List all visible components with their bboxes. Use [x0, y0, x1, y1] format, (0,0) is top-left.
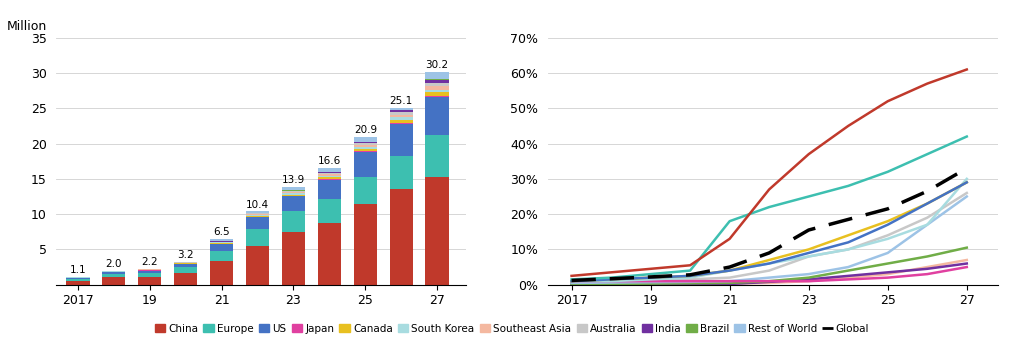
Bar [353, 147, 377, 149]
Bar [138, 271, 162, 273]
Bar [426, 80, 449, 83]
Bar [389, 112, 413, 115]
Bar [353, 145, 377, 147]
Bar [67, 281, 89, 285]
Text: 2.2: 2.2 [141, 257, 158, 268]
Bar [210, 244, 233, 251]
Bar [389, 122, 413, 124]
Bar [353, 143, 377, 145]
Bar [282, 197, 305, 211]
Bar [426, 96, 449, 97]
Bar [426, 79, 449, 80]
Bar [67, 278, 89, 279]
Bar [210, 243, 233, 244]
Bar [210, 261, 233, 285]
Bar [138, 273, 162, 276]
Bar [389, 189, 413, 285]
Bar [67, 279, 89, 281]
Bar [426, 72, 449, 79]
Legend: China, Europe, US, Japan, Canada, South Korea, Southeast Asia, Australia, India,: China, Europe, US, Japan, Canada, South … [151, 319, 873, 338]
Bar [353, 204, 377, 285]
Text: 20.9: 20.9 [353, 126, 377, 135]
Bar [174, 268, 198, 273]
Text: 16.6: 16.6 [317, 156, 341, 166]
Bar [317, 177, 341, 179]
Bar [317, 179, 341, 180]
Bar [317, 176, 341, 177]
Bar [174, 264, 198, 268]
Bar [282, 211, 305, 232]
Bar [317, 175, 341, 176]
Bar [282, 194, 305, 196]
Bar [317, 172, 341, 173]
Bar [317, 199, 341, 223]
Text: 13.9: 13.9 [282, 175, 305, 185]
Text: 2.0: 2.0 [105, 259, 122, 269]
Bar [102, 272, 126, 274]
Bar [174, 263, 198, 264]
Bar [210, 239, 233, 241]
Text: 30.2: 30.2 [426, 60, 449, 70]
Bar [138, 270, 162, 271]
Bar [282, 193, 305, 194]
Bar [389, 108, 413, 110]
Bar [102, 274, 126, 277]
Bar [389, 115, 413, 117]
Bar [426, 83, 449, 86]
Bar [317, 223, 341, 285]
Bar [282, 187, 305, 190]
Bar [102, 271, 126, 272]
Text: 3.2: 3.2 [177, 250, 194, 260]
Bar [246, 211, 269, 213]
Bar [246, 213, 269, 214]
Bar [389, 110, 413, 112]
Bar [246, 215, 269, 216]
Bar [282, 196, 305, 197]
Bar [138, 276, 162, 285]
Bar [389, 124, 413, 156]
Bar [317, 180, 341, 199]
Bar [246, 217, 269, 229]
Bar [389, 156, 413, 189]
Bar [389, 120, 413, 122]
Bar [246, 216, 269, 217]
Bar [353, 151, 377, 152]
Text: 10.4: 10.4 [246, 200, 269, 210]
Bar [426, 135, 449, 177]
Bar [282, 191, 305, 192]
Bar [246, 229, 269, 246]
Bar [426, 90, 449, 92]
Bar [426, 92, 449, 96]
Bar [174, 273, 198, 285]
Bar [353, 152, 377, 177]
Bar [210, 242, 233, 243]
Bar [426, 97, 449, 135]
Bar [210, 251, 233, 261]
Bar [389, 117, 413, 120]
Bar [282, 192, 305, 193]
Bar [353, 177, 377, 204]
Text: 1.1: 1.1 [70, 265, 86, 275]
Bar [317, 173, 341, 175]
Bar [353, 137, 377, 142]
Bar [282, 232, 305, 285]
Bar [246, 246, 269, 285]
Text: 25.1: 25.1 [389, 96, 413, 106]
Bar [353, 142, 377, 143]
Bar [353, 149, 377, 151]
Bar [317, 168, 341, 172]
Bar [426, 177, 449, 285]
Bar [426, 86, 449, 90]
Text: 6.5: 6.5 [213, 227, 230, 237]
Bar [102, 277, 126, 285]
Bar [246, 214, 269, 215]
Text: Million: Million [7, 20, 47, 33]
